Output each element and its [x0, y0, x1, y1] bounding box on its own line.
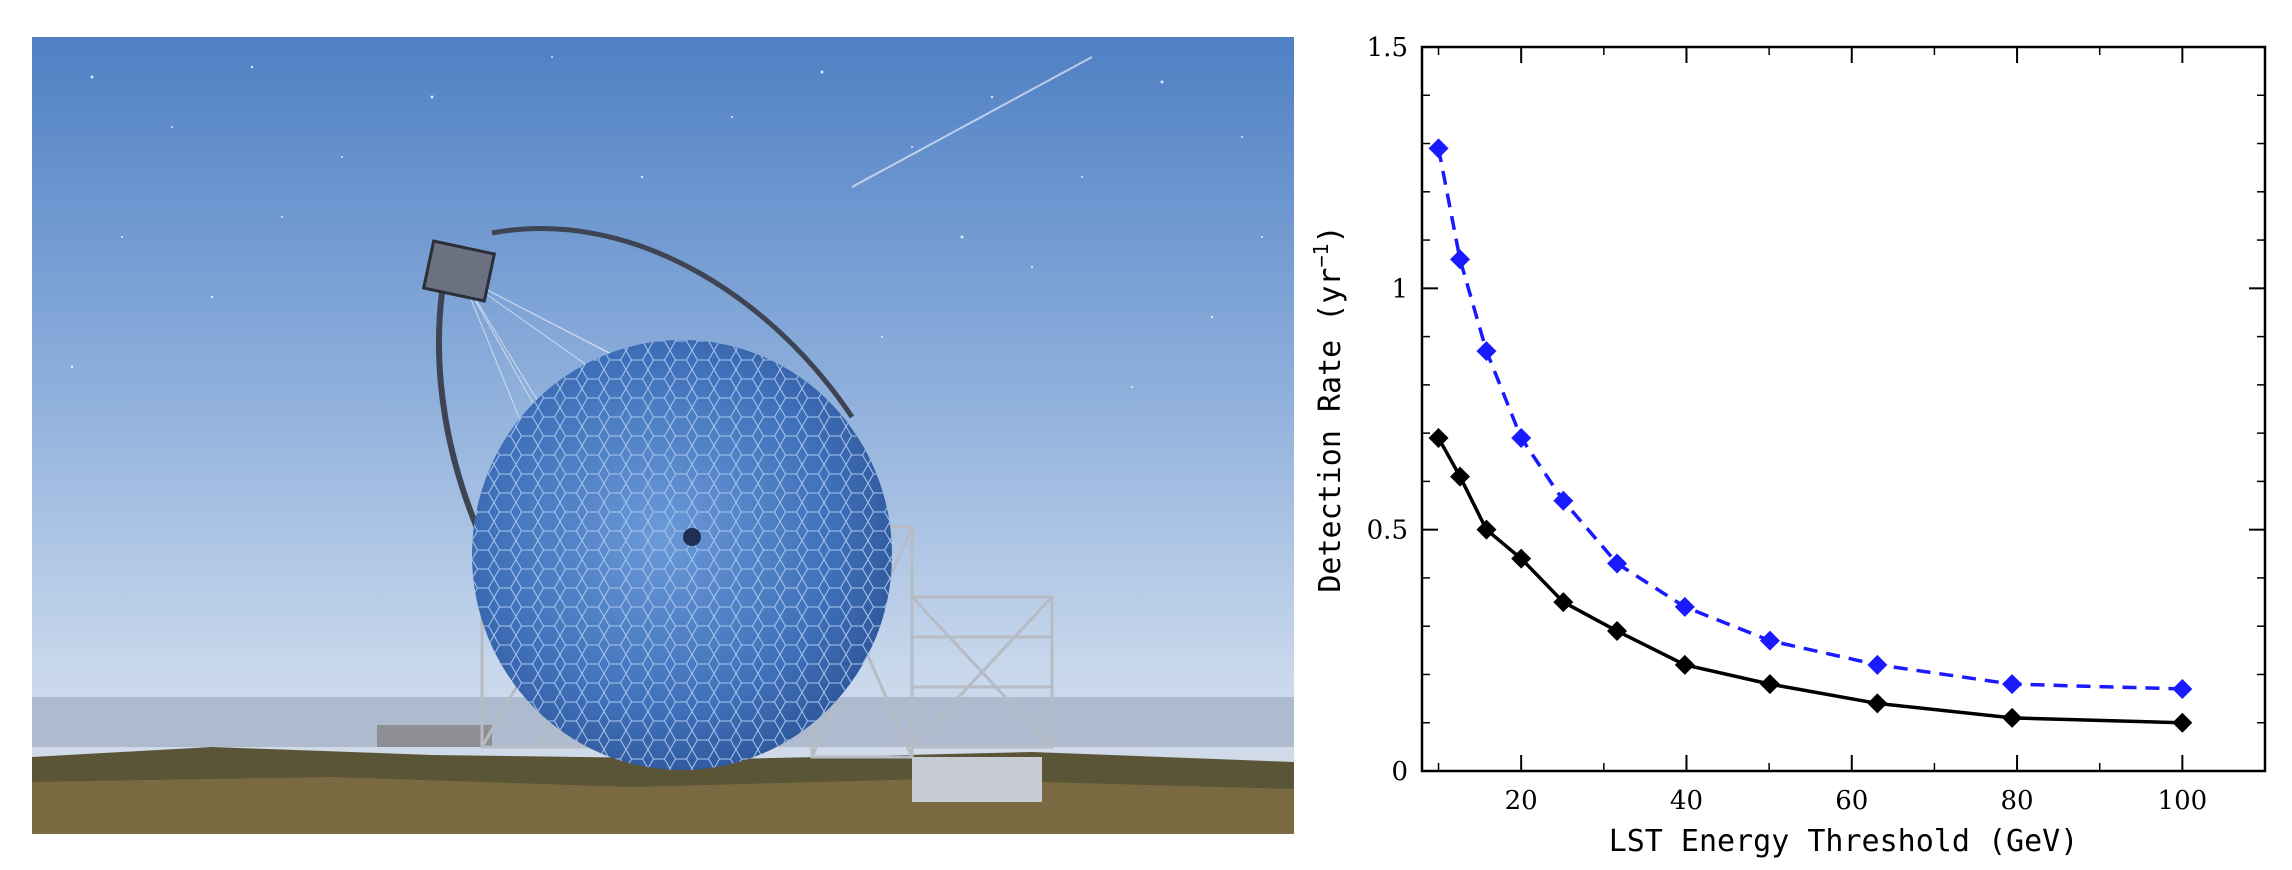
axis-ticks	[1422, 46, 2266, 772]
series-1-marker	[2172, 678, 2193, 699]
y-axis-title-main: Detection Rate (yr	[1313, 268, 1348, 593]
y-tick-label: 1.5	[1367, 33, 1408, 63]
series-1-marker	[1759, 630, 1780, 651]
series-2-marker	[1450, 466, 1471, 487]
series-2-marker	[1759, 674, 1780, 695]
series-2-marker	[2002, 707, 2023, 728]
y-axis-title-sup: −1	[1309, 243, 1333, 267]
x-tick-label: 40	[1670, 786, 1703, 816]
x-tick-label: 60	[1835, 786, 1868, 816]
series-1-marker	[1511, 427, 1532, 448]
series-2-marker	[1553, 592, 1574, 613]
tick-labels: 20 40 60 80 100 0 0.5 1 1.5	[1367, 33, 2208, 816]
series-1-marker	[1553, 490, 1574, 511]
plot-frame	[1420, 45, 2267, 773]
series-2-marker	[1476, 519, 1497, 540]
y-axis-title: Detection Rate (yr−1)	[1309, 225, 1348, 592]
x-axis-title: LST Energy Threshold (GeV)	[1609, 824, 2079, 859]
series-group	[1428, 138, 2193, 733]
series-1-marker	[1450, 249, 1471, 270]
series-2-marker	[1674, 654, 1695, 675]
series-1-marker	[1428, 138, 1449, 159]
y-tick-label: 0.5	[1367, 516, 1408, 546]
axes-frame	[1420, 45, 2267, 773]
series-1-marker	[1867, 654, 1888, 675]
series-2-marker	[1511, 548, 1532, 569]
telescope-photo	[32, 37, 1294, 834]
y-tick-label: 1	[1391, 274, 1408, 304]
detection-rate-chart: 20 40 60 80 100 0 0.5 1 1.5 LST Energy Threshold…	[1300, 0, 2292, 870]
series-2-marker	[1607, 621, 1628, 642]
x-tick-label: 100	[2158, 786, 2208, 816]
series-1-marker	[2002, 674, 2023, 695]
y-axis-title-close: )	[1313, 225, 1348, 243]
x-tick-label: 20	[1505, 786, 1538, 816]
series-2-marker	[2172, 712, 2193, 733]
series-2-marker	[1428, 427, 1449, 448]
series-2-marker	[1867, 693, 1888, 714]
series-1-marker	[1607, 553, 1628, 574]
series-1-marker	[1476, 341, 1497, 362]
x-tick-label: 80	[2001, 786, 2034, 816]
series-1-line	[1436, 148, 2183, 691]
y-tick-label: 0	[1391, 757, 1408, 787]
series-1-marker	[1674, 596, 1695, 617]
